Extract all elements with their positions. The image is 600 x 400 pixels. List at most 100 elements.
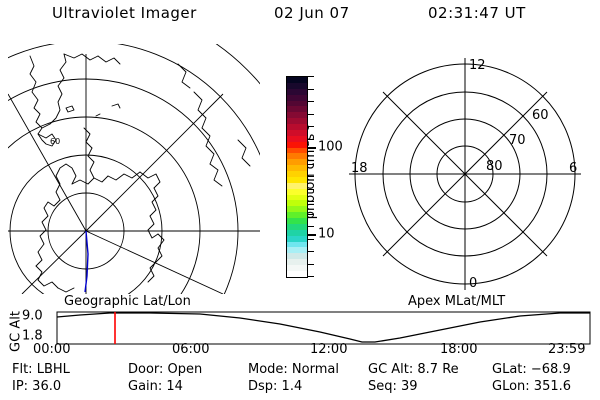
colorbar-band (287, 223, 307, 230)
colorbar-band (287, 118, 307, 124)
colorbar-band (287, 200, 307, 207)
colorbar-tick (308, 88, 314, 90)
status-door: Door: Open (128, 362, 203, 377)
colorbar-band (287, 182, 307, 189)
mlat-label-60: 60 (532, 108, 549, 123)
colorbar-band (287, 82, 307, 89)
colorbar-band (287, 218, 307, 224)
colorbar-band (287, 153, 307, 160)
colorbar-band (287, 94, 307, 101)
colorbar-band (287, 176, 307, 183)
colorbar-tick (308, 201, 314, 202)
status-gc-alt: GC Alt: 8.7 Re (368, 362, 459, 377)
colorbar-tick (308, 151, 314, 152)
orbit-xtick-2359: 23:59 (548, 342, 586, 357)
mlt-label-0: 0 (469, 276, 477, 291)
orbit-altitude-panel: Geographic Lat/Lon Apex MLat/MLT GC Alt … (0, 294, 600, 360)
status-dsp: Dsp: 1.4 (248, 379, 303, 394)
colorbar-tick (308, 101, 314, 102)
colorbar-band (287, 124, 307, 130)
colorbar-band (287, 253, 307, 260)
geo-lat-label-group: 60 (50, 137, 60, 146)
colorbar-band (287, 259, 307, 265)
colorbar-band (287, 165, 307, 171)
colorbar-gradient (286, 76, 308, 278)
colorbar-band (287, 159, 307, 166)
geographic-map-svg: 60 (8, 44, 260, 294)
orbit-xtick-0600: 06:00 (172, 342, 210, 357)
colorbar-tick-label: 10 (318, 226, 335, 242)
colorbar-tick (308, 238, 314, 240)
geo-graticule (8, 44, 260, 294)
colorbar-band (287, 206, 307, 213)
colorbar-band (287, 188, 307, 195)
mlat-label-70: 70 (509, 133, 526, 148)
colorbar-band (287, 229, 307, 236)
mlat-ring-labels: 60 70 80 (486, 108, 549, 174)
header-bar: Ultraviolet Imager 02 Jun 07 02:31:47 UT (0, 4, 600, 30)
colorbar-tick (308, 251, 314, 252)
colorbar-band (287, 147, 307, 154)
geographic-map-panel: 60 Geographic Lat/Lon (8, 44, 260, 294)
colorbar-tick (308, 276, 314, 277)
geo-lat-label: 60 (50, 137, 60, 146)
orbit-plot-svg (56, 311, 591, 345)
header-date: 02 Jun 07 (274, 4, 350, 22)
colorbar-band (287, 265, 307, 271)
orbit-ytick-high: 9.0 (22, 308, 43, 324)
colorbar-band (287, 100, 307, 107)
mlt-label-6: 6 (569, 161, 577, 176)
colorbar-major-tick (308, 147, 316, 149)
colorbar-major-tick (308, 234, 316, 236)
orbit-xtick-1200: 12:00 (310, 342, 348, 357)
status-mode: Mode: Normal (248, 362, 339, 377)
mlt-spokes (349, 58, 581, 290)
status-glat: GLat: −68.9 (492, 362, 571, 377)
colorbar-band (287, 171, 307, 177)
header-time: 02:31:47 UT (428, 4, 526, 22)
colorbar-band (287, 135, 307, 142)
colorbar-band (287, 247, 307, 254)
colorbar-tick (308, 113, 314, 115)
orbit-xtick-1800: 18:00 (440, 342, 478, 357)
status-seq: Seq: 39 (368, 379, 418, 394)
mlt-panel-caption: Apex MLat/MLT (408, 294, 506, 309)
status-ip: IP: 36.0 (12, 379, 62, 394)
colorbar-tick (308, 176, 314, 177)
colorbar-band (287, 212, 307, 218)
status-footer: Flt: LBHL IP: 36.0 Door: Open Gain: 14 M… (0, 362, 600, 400)
mlt-dial-svg: 12 6 0 18 60 70 80 (349, 58, 581, 291)
colorbar-band (287, 194, 307, 201)
orbit-altitude-trace (56, 312, 590, 343)
geo-coastlines (29, 53, 251, 293)
colorbar-band (287, 270, 307, 277)
colorbar-band (287, 235, 307, 242)
mlt-label-18: 18 (351, 161, 368, 176)
geo-panel-caption: Geographic Lat/Lon (64, 294, 191, 309)
page-title: Ultraviolet Imager (52, 4, 197, 22)
colorbar-tick (308, 213, 314, 215)
colorbar-band (287, 112, 307, 119)
colorbar-tick-label: 100 (318, 139, 343, 155)
status-gain: Gain: 14 (128, 379, 183, 394)
mlt-dial-panel: 12 6 0 18 60 70 80 (336, 44, 594, 294)
mlt-label-12: 12 (469, 58, 486, 73)
spacecraft-track (84, 230, 89, 293)
colorbar-tick (308, 138, 314, 140)
colorbar-tick (308, 188, 314, 190)
orbit-ytick-low: 1.8 (22, 328, 43, 344)
colorbar-band (287, 88, 307, 95)
colorbar-tick (308, 76, 314, 77)
mlt-hour-labels: 12 6 0 18 (351, 58, 577, 291)
colorbar-tick (308, 163, 314, 165)
colorbar-band (287, 106, 307, 113)
colorbar-tick (308, 226, 314, 227)
status-flt: Flt: LBHL (12, 362, 70, 377)
colorbar-band (287, 77, 307, 83)
colorbar-band (287, 141, 307, 148)
mlat-label-80: 80 (486, 159, 503, 174)
orbit-plot-frame (56, 311, 591, 345)
colorbar-tick (308, 263, 314, 265)
status-glon: GLon: 351.6 (492, 379, 572, 394)
